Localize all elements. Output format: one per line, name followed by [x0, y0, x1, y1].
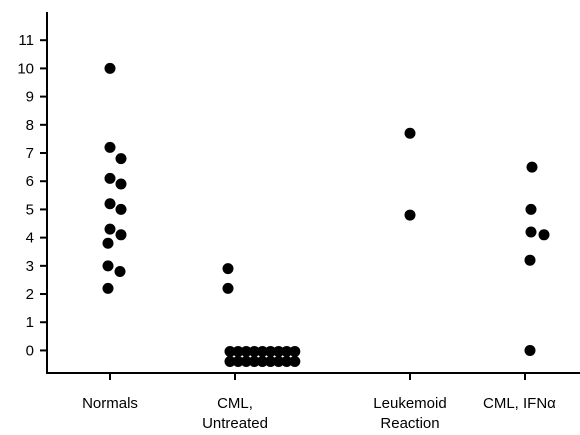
- data-point: [265, 355, 276, 367]
- data-point: [248, 355, 260, 367]
- data-point: [104, 141, 116, 153]
- x-tick-label: CML, IFNα: [483, 395, 556, 412]
- data-point: [289, 355, 301, 367]
- data-point: [281, 355, 293, 367]
- data-point: [104, 62, 116, 74]
- data-point: [102, 282, 114, 294]
- data-point: [265, 345, 276, 357]
- y-tick-label: 8: [26, 117, 34, 134]
- data-point: [232, 355, 244, 367]
- y-tick-label: 2: [26, 286, 34, 303]
- y-tick-label: 0: [26, 342, 34, 359]
- data-point: [248, 345, 260, 357]
- data-point: [525, 203, 537, 215]
- y-tick-label: 11: [18, 32, 34, 49]
- data-point: [115, 203, 127, 215]
- data-point: [289, 345, 301, 357]
- data-point: [256, 355, 268, 367]
- data-point: [524, 254, 536, 266]
- data-point: [104, 198, 116, 210]
- data-point: [538, 229, 550, 241]
- y-tick-label: 6: [26, 173, 34, 190]
- data-point: [273, 355, 285, 367]
- x-tick-label: Reaction: [380, 415, 439, 432]
- data-point: [115, 153, 127, 165]
- y-tick-label: 4: [26, 230, 34, 247]
- data-point: [240, 345, 252, 357]
- y-tick-label: 3: [26, 258, 34, 275]
- y-tick-label: 9: [26, 89, 34, 106]
- data-point: [281, 345, 293, 357]
- data-point: [525, 226, 537, 238]
- data-point: [104, 172, 116, 184]
- data-point: [115, 229, 127, 241]
- y-tick-label: 1: [26, 314, 34, 331]
- data-point: [222, 263, 234, 275]
- data-point: [222, 282, 234, 294]
- x-tick-label: Normals: [82, 395, 138, 412]
- data-point: [102, 237, 114, 249]
- data-point: [404, 209, 416, 221]
- data-point: [232, 345, 244, 357]
- data-point: [115, 178, 127, 190]
- data-point: [273, 345, 285, 357]
- y-tick-label: 7: [26, 145, 34, 162]
- y-tick-label: 10: [17, 60, 34, 77]
- x-tick-label: Leukemoid: [373, 395, 446, 412]
- data-point: [224, 355, 236, 367]
- x-tick-label: CML,: [217, 395, 253, 412]
- x-tick-label: Untreated: [202, 415, 268, 432]
- data-point: [114, 265, 126, 277]
- data-point: [524, 344, 536, 356]
- data-point: [224, 345, 236, 357]
- data-point: [240, 355, 252, 367]
- data-point: [404, 127, 416, 139]
- y-tick-label: 5: [26, 201, 34, 218]
- data-point: [102, 260, 114, 272]
- data-point: [526, 161, 538, 173]
- data-point: [104, 223, 116, 235]
- data-point: [256, 345, 268, 357]
